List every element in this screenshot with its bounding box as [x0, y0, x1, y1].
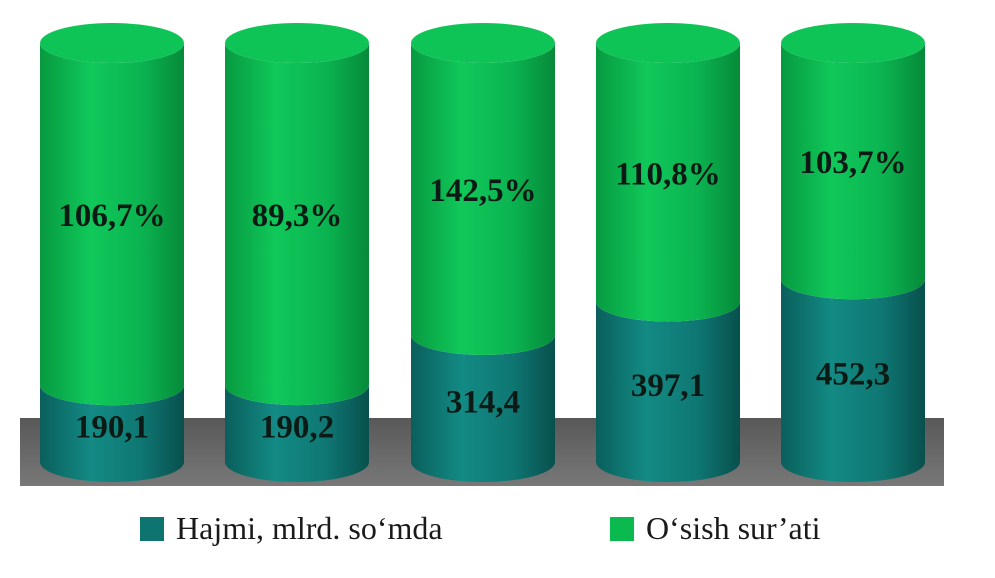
label-volume-3: 314,4	[446, 384, 520, 420]
bar-growth-5	[781, 43, 925, 300]
label-growth-3: 142,5%	[429, 173, 536, 209]
legend-label-growth: O‘sish sur’ati	[646, 510, 821, 546]
bar-cap-3	[411, 23, 555, 63]
bar-volume-4	[596, 301, 740, 482]
legend-item-volume: Hajmi, mlrd. so‘mda	[140, 510, 443, 547]
bars-group: 106,7% 190,1 89,3% 190,2 142,5% 314,4 110,8% 39…	[40, 23, 925, 482]
label-growth-2: 89,3%	[252, 198, 343, 234]
bar-cap-1	[40, 23, 184, 63]
bar-volume-3	[411, 334, 555, 482]
bar-volume-5	[781, 279, 925, 482]
legend: Hajmi, mlrd. so‘mda O‘sish sur’ati	[0, 510, 995, 560]
label-volume-4: 397,1	[631, 368, 705, 404]
bar-cap-2	[225, 23, 369, 63]
label-growth-4: 110,8%	[615, 156, 720, 192]
bar-cap-4	[596, 23, 740, 63]
label-volume-2: 190,2	[260, 410, 334, 446]
bar-volume-1	[40, 385, 184, 482]
bar-growth-1	[40, 43, 184, 406]
legend-swatch-volume	[140, 516, 164, 541]
label-growth-5: 103,7%	[799, 145, 906, 181]
legend-item-growth: O‘sish sur’ati	[610, 510, 821, 547]
bar-growth-4	[596, 43, 740, 322]
bar-growth-2	[225, 43, 369, 406]
legend-label-volume: Hajmi, mlrd. so‘mda	[176, 510, 443, 546]
label-volume-1: 190,1	[75, 410, 149, 446]
bar-volume-2	[225, 385, 369, 482]
label-growth-1: 106,7%	[58, 198, 165, 234]
label-volume-5: 452,3	[816, 357, 890, 393]
legend-swatch-growth	[610, 516, 634, 541]
bar-cap-5	[781, 23, 925, 63]
bar-growth-3	[411, 43, 555, 355]
